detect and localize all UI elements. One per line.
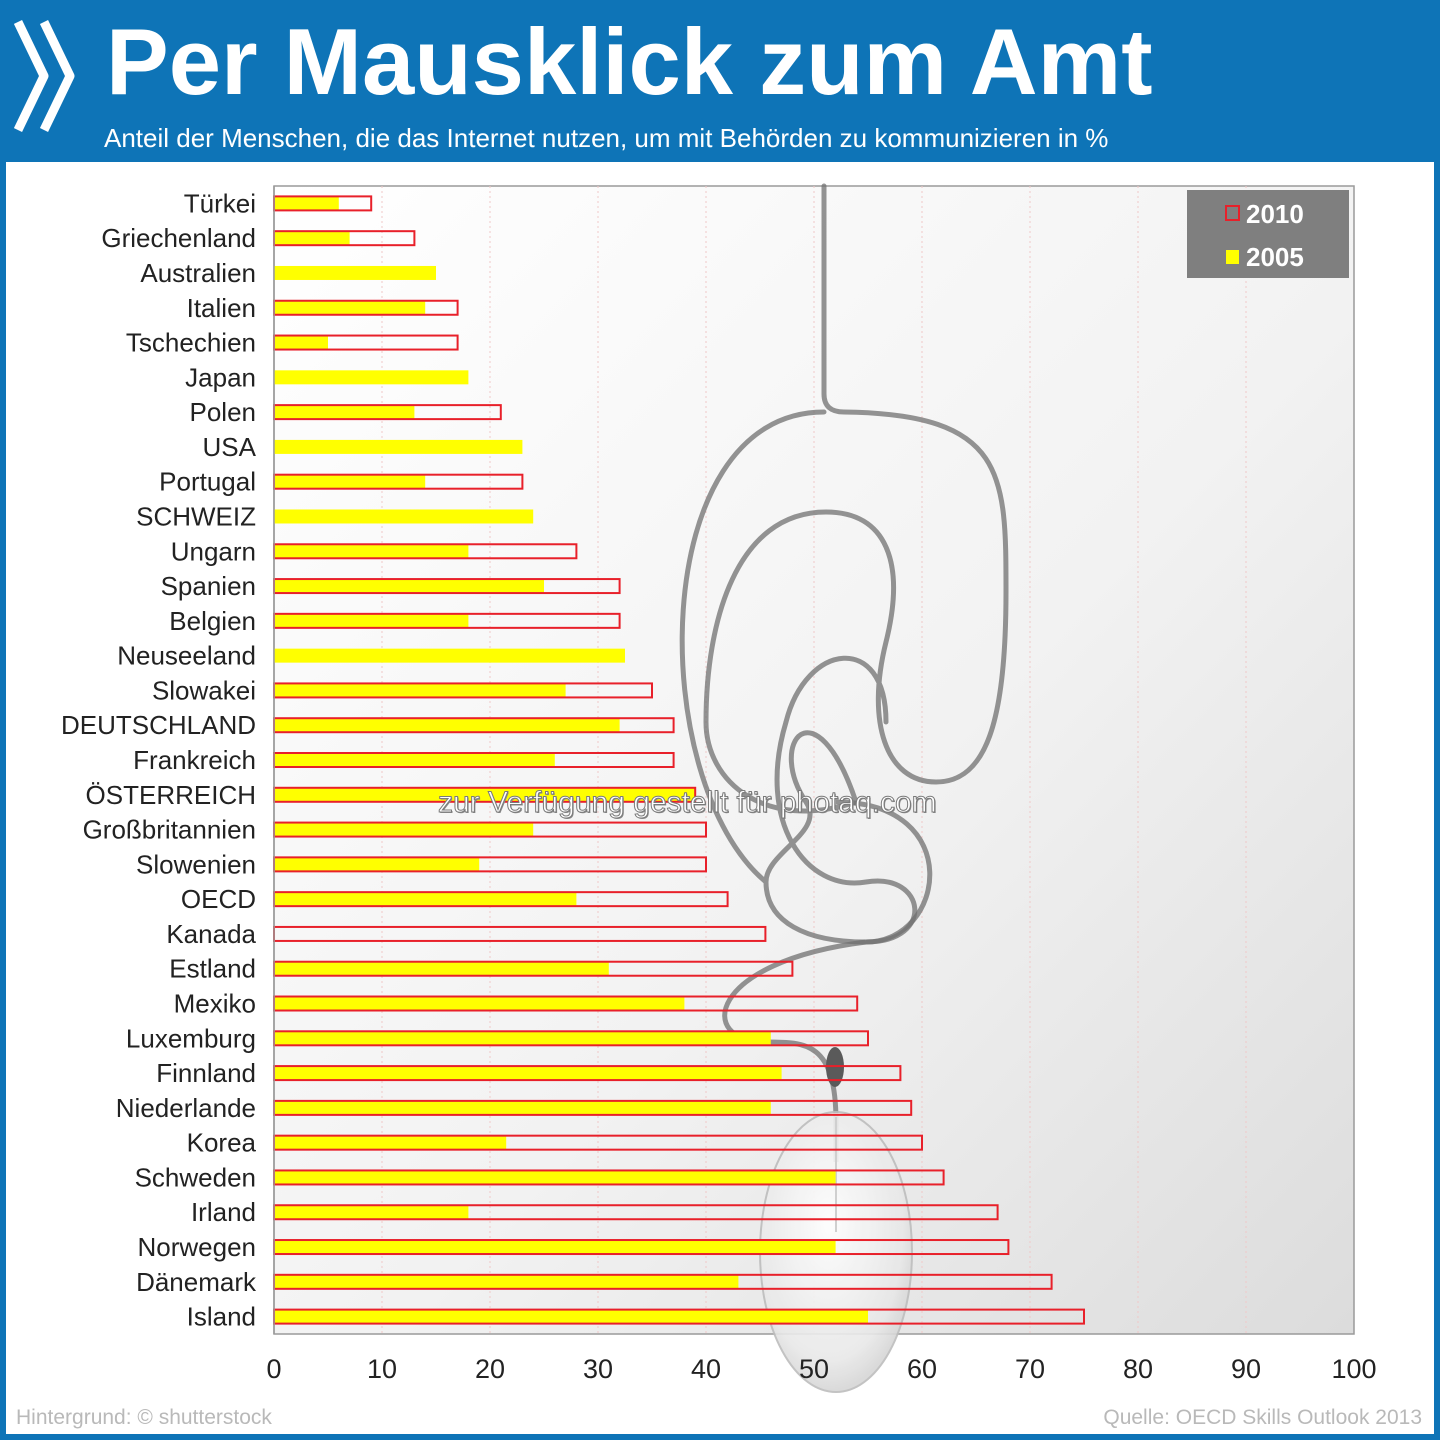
- x-tick-labels: 0 10 20 30 40 50 60 70 80 90 100: [266, 1354, 1376, 1384]
- legend-swatch-2010: [1225, 205, 1240, 221]
- x-tick-label: 70: [1015, 1354, 1045, 1384]
- chart-title: Per Mausklick zum Amt: [106, 9, 1153, 114]
- category-label: Polen: [190, 397, 257, 427]
- legend-label-2005: 2005: [1246, 242, 1304, 272]
- bar-2005: [274, 196, 339, 211]
- category-label: Irland: [191, 1197, 256, 1227]
- category-label: Island: [187, 1302, 256, 1332]
- bar-2005: [274, 439, 523, 454]
- bar-2005: [274, 1309, 868, 1324]
- x-tick-label: 100: [1331, 1354, 1376, 1384]
- bar-2005: [274, 300, 426, 315]
- bar-2005: [274, 509, 534, 524]
- bar-2005: [274, 718, 620, 733]
- bar-2005: [274, 1100, 771, 1115]
- bar-chart: Türkei Griechenland Australien Italien Tsche…: [61, 183, 1377, 1393]
- header: Per Mausklick zum Amt Anteil der Mensche…: [0, 0, 1440, 162]
- x-tick-label: 10: [367, 1354, 397, 1384]
- bar-2005: [274, 1240, 836, 1255]
- watermark: zur Verfügung gestellt für photaq.com: [438, 786, 938, 820]
- bar-2005: [274, 1170, 836, 1185]
- category-label: SCHWEIZ: [136, 501, 256, 531]
- footer-credit: Hintergrund: © shutterstock: [16, 1406, 272, 1429]
- category-label: Portugal: [159, 467, 256, 497]
- bar-2005: [274, 996, 685, 1011]
- bar-2005: [274, 405, 415, 420]
- x-tick-label: 60: [907, 1354, 937, 1384]
- legend-swatch-2005: [1226, 250, 1239, 264]
- bar-2005: [274, 648, 625, 663]
- category-label: USA: [203, 432, 257, 462]
- bar-2005: [274, 265, 436, 280]
- category-label: Niederlande: [116, 1093, 256, 1123]
- x-tick-label: 0: [266, 1354, 281, 1384]
- bar-2005: [274, 544, 469, 559]
- bars: [273, 195, 1085, 1325]
- bar-2005: [274, 370, 469, 385]
- category-label: Griechenland: [101, 223, 256, 253]
- x-tick-label: 80: [1123, 1354, 1153, 1384]
- bar-2005: [274, 857, 480, 872]
- category-label: Ungarn: [171, 536, 256, 566]
- bar-2005: [274, 474, 426, 489]
- x-tick-label: 20: [475, 1354, 505, 1384]
- category-label: DEUTSCHLAND: [61, 710, 256, 740]
- chart-subtitle: Anteil der Menschen, die das Internet nu…: [104, 123, 1109, 153]
- bar-2005: [274, 579, 544, 594]
- category-label: Slowenien: [136, 849, 256, 879]
- category-label: Slowakei: [152, 675, 256, 705]
- bar-2005: [274, 753, 555, 767]
- category-labels: Türkei Griechenland Australien Italien Tsche…: [61, 188, 257, 1331]
- category-label: Kanada: [166, 919, 256, 949]
- category-label: Italien: [187, 293, 256, 323]
- legend-box: [1187, 190, 1349, 278]
- bar-2005: [274, 1031, 771, 1046]
- category-label: Türkei: [184, 188, 256, 218]
- bar-2005: [274, 787, 696, 802]
- category-label: Großbritannien: [83, 815, 256, 845]
- bar-2005: [274, 613, 469, 628]
- bar-2005: [274, 1205, 469, 1220]
- bar-2005: [274, 683, 566, 698]
- bar-2005: [274, 1135, 507, 1150]
- oecd-logo-icon: [14, 20, 75, 132]
- category-label: Australien: [140, 258, 256, 288]
- bar-2005: [274, 231, 350, 246]
- x-tick-label: 30: [583, 1354, 613, 1384]
- category-label: Spanien: [161, 571, 256, 601]
- category-label: Luxemburg: [126, 1023, 256, 1053]
- category-label: Finnland: [156, 1058, 256, 1088]
- cable-at-sign-icon: [679, 183, 1009, 945]
- bar-2005: [274, 1066, 782, 1081]
- category-label: Japan: [185, 362, 256, 392]
- category-label: Estland: [169, 954, 256, 984]
- category-label: OECD: [181, 884, 256, 914]
- bar-2005: [274, 822, 534, 837]
- category-label: Korea: [187, 1128, 257, 1158]
- category-label: Frankreich: [133, 745, 256, 775]
- x-tick-label: 90: [1231, 1354, 1261, 1384]
- category-label: Mexiko: [174, 989, 256, 1019]
- category-label: Neuseeland: [117, 641, 256, 671]
- category-label: Tschechien: [126, 328, 256, 358]
- x-tick-label: 40: [691, 1354, 721, 1384]
- bar-2005: [274, 1274, 739, 1289]
- x-tick-label: 50: [799, 1354, 829, 1384]
- chart-panel: Türkei Griechenland Australien Italien Tsche…: [6, 162, 1434, 1434]
- category-label: Schweden: [135, 1162, 256, 1192]
- category-label: Dänemark: [136, 1267, 257, 1297]
- category-label: Belgien: [169, 606, 256, 636]
- category-label: ÖSTERREICH: [86, 780, 256, 810]
- category-label: Norwegen: [137, 1232, 256, 1262]
- legend-label-2010: 2010: [1246, 199, 1304, 229]
- footer-source: Quelle: OECD Skills Outlook 2013: [1103, 1406, 1422, 1429]
- legend: 2010 2005: [1187, 190, 1349, 278]
- bar-2005: [274, 961, 609, 976]
- bar-2005: [274, 892, 577, 907]
- bar-2005: [274, 335, 328, 350]
